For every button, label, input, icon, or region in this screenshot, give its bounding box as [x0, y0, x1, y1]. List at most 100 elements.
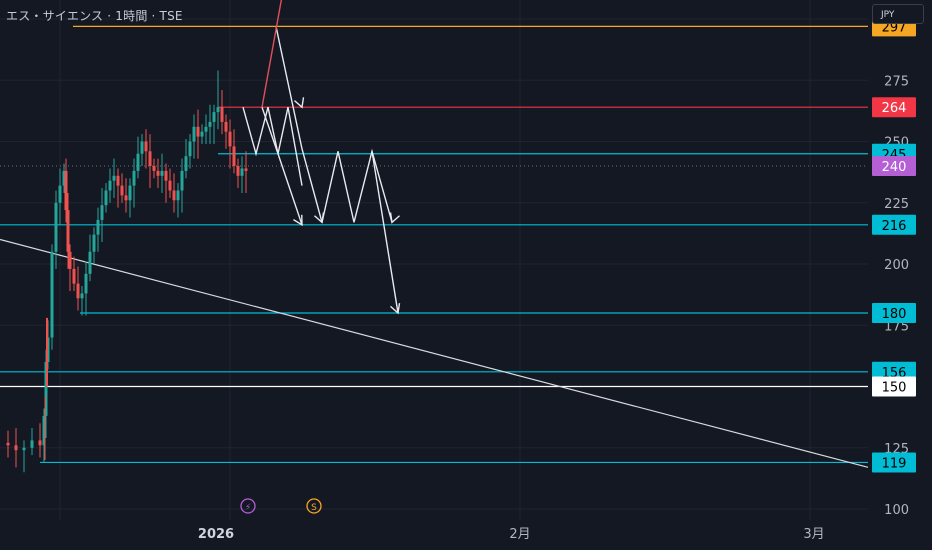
price-label-box-264 [872, 97, 916, 118]
y-tick-label: 225 [884, 197, 909, 212]
candle-body [208, 121, 212, 127]
candle-body [224, 121, 228, 132]
price-label-box-216 [872, 214, 916, 235]
candle-body [128, 185, 132, 201]
candle-body [50, 251, 54, 338]
candle-body [148, 151, 152, 166]
price-label-150: 150 [882, 381, 907, 396]
candle-body [80, 293, 84, 299]
candle-body [72, 268, 76, 284]
candle-body [200, 131, 204, 137]
candle-body [212, 112, 216, 122]
scenario-zigzag-3 [261, 106, 303, 226]
candle-body [30, 440, 34, 448]
arrow-head [390, 303, 401, 315]
candle-body [160, 170, 164, 176]
symbol-title[interactable]: エス・サイエンス · 1時間 · TSE [6, 9, 183, 23]
price-label-box-150 [872, 376, 916, 397]
candle-body [176, 190, 180, 201]
candle-body [112, 175, 116, 181]
price-label-297: 297 [882, 20, 907, 35]
candle-body [240, 168, 244, 176]
price-label-119: 119 [882, 456, 907, 471]
event-markers[interactable]: ⚡ S [240, 498, 322, 514]
candle-body [192, 126, 196, 142]
lightning-icon-glyph: ⚡ [245, 503, 251, 513]
candles [6, 70, 248, 473]
candle-body [54, 202, 58, 252]
dividend-icon[interactable] [306, 498, 322, 514]
candle-body [180, 170, 184, 191]
candle-body [184, 156, 188, 171]
price-label-264: 264 [882, 101, 907, 116]
price-label-box-119 [872, 452, 916, 473]
candle-body [92, 234, 96, 252]
candle-body [76, 283, 80, 299]
candle-body [6, 442, 10, 446]
candle-body [108, 180, 112, 191]
candle-body [156, 170, 160, 176]
scenario-drop [371, 151, 399, 314]
candle-body [168, 180, 172, 191]
candle-body [124, 195, 128, 201]
x-tick-label: 2月 [509, 527, 530, 542]
scenario-arrows [242, 0, 401, 315]
arrow-head [293, 214, 303, 227]
candle-body [136, 153, 140, 171]
candle-body [220, 107, 224, 122]
candle-body [14, 445, 18, 451]
y-tick-label: 200 [884, 258, 909, 273]
candle-body [100, 205, 104, 220]
candle-body [188, 141, 192, 157]
candle-body [68, 251, 72, 269]
candle-body [62, 170, 66, 186]
y-tick-label: 100 [884, 503, 909, 518]
x-tick-label: 2026 [198, 527, 234, 542]
candle-body [44, 362, 48, 416]
arrow-head [294, 97, 305, 109]
candle-body [22, 447, 26, 451]
candle-body [228, 131, 232, 147]
candle-body [244, 168, 248, 171]
candle-body [96, 219, 100, 235]
candle-body [196, 126, 200, 137]
candle-body [132, 170, 136, 186]
price-label-box-180 [872, 303, 916, 323]
arrow-head [389, 212, 400, 224]
candle-body [164, 170, 168, 181]
candle-body [152, 166, 156, 171]
horizontal-levels [0, 25, 868, 464]
candle-body [236, 166, 240, 176]
price-label-180: 180 [882, 307, 907, 322]
candle-body [42, 415, 46, 446]
candle-body [84, 273, 88, 294]
trendline-line [0, 238, 869, 468]
candle-body [66, 210, 70, 252]
price-label-box-240 [872, 156, 916, 176]
dividend-icon-glyph: S [311, 503, 317, 513]
candle-body [204, 126, 208, 132]
candle-body [140, 141, 144, 154]
x-axis: 2026 2月 3月 [198, 527, 825, 542]
scenario-zigzag-1 [242, 107, 303, 186]
candle-body [38, 440, 42, 446]
candle-body [172, 190, 176, 201]
currency-button[interactable]: JPY [872, 4, 924, 24]
candle-body [88, 251, 92, 274]
candle-body [144, 141, 148, 152]
x-tick-label: 3月 [803, 527, 824, 542]
price-label-240: 240 [882, 160, 907, 175]
candle-body [232, 146, 236, 166]
candle-body [116, 175, 120, 186]
scenario-up-arrow [261, 0, 283, 108]
candle-body [104, 190, 108, 206]
trendline [0, 238, 869, 468]
candle-body [64, 170, 68, 211]
y-tick-label: 275 [884, 74, 909, 89]
lightning-icon[interactable] [240, 498, 256, 514]
candle-body [120, 185, 124, 196]
candle-body [58, 185, 62, 203]
arrow-head [314, 212, 325, 224]
